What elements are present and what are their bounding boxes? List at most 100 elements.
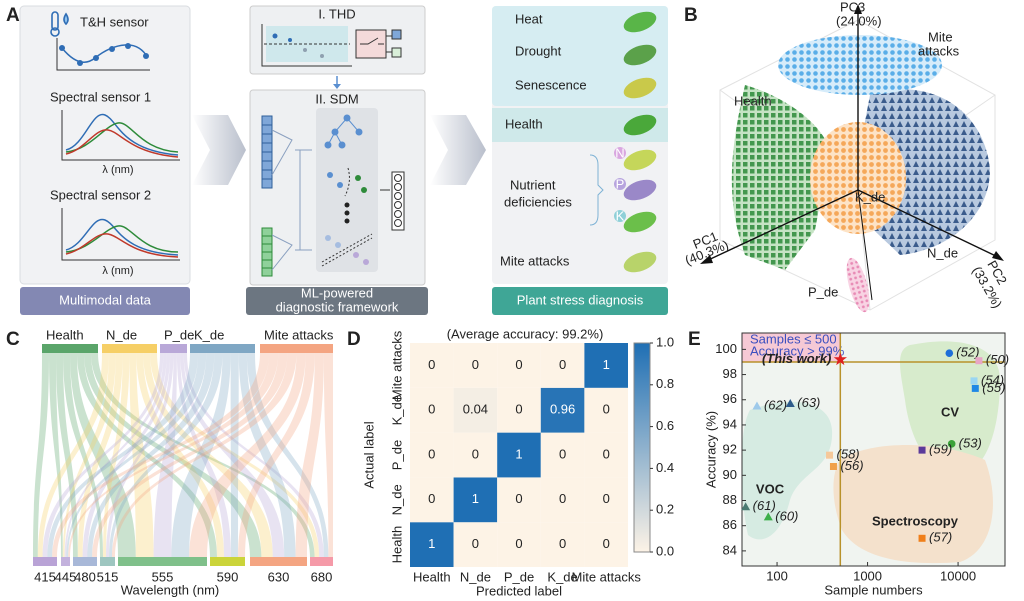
point [947,440,956,448]
stress-label: Drought [515,43,562,58]
colorbar-label: 1.0 [656,334,674,349]
point [829,463,837,471]
flow [62,353,116,557]
p-cluster [846,257,870,313]
panel-label: A [6,5,20,26]
chart-title: (Average accuracy: 99.2%) [447,326,604,341]
wavelength-label: 445 [55,569,77,584]
point [833,352,847,366]
point [971,384,979,392]
switch [360,35,392,53]
flow [171,353,231,557]
cell [497,387,541,433]
annotation: Accuracy > 99% [750,343,845,358]
x-tick-label: Health [413,569,451,584]
cell-label: 0 [428,491,435,506]
cell [453,343,498,388]
axes [61,208,180,261]
bottom-node [100,557,115,566]
sdm-title: II. SDM [315,91,358,106]
flow [64,353,167,557]
x-tick-label: Mite attacks [572,569,642,584]
y-tick-label: Mite attacks [389,330,404,400]
y-tick-label: 100 [715,341,737,356]
flow [153,353,177,557]
flow [77,353,217,557]
point [918,534,926,542]
bottom-node [310,557,333,566]
cell [410,387,454,433]
caption: Multimodal data [59,292,152,307]
nutrient-letter: N [615,145,624,160]
cell-label: 1 [603,357,610,372]
cell [453,387,498,433]
leaves [614,11,657,273]
curve [65,129,179,158]
cluster-label: Mite [928,29,953,44]
sensor-label: T&H sensor [80,14,149,29]
bottom-node [250,557,307,566]
wavelength-label: 415 [34,569,56,584]
stress-section [492,6,668,106]
x-tick-label: 10000 [940,568,976,583]
point-label: (55) [982,380,1005,395]
point-label: (60) [775,508,798,523]
axes [56,38,150,71]
cell [584,522,628,567]
arrow [430,115,486,185]
flow [112,353,297,557]
curve [65,122,179,153]
flow [150,353,320,557]
wavelength-label: 480 [74,569,96,584]
point [945,349,954,357]
wavelength-label: 590 [217,569,239,584]
cell-label: 0 [515,357,522,372]
cell-label: 1 [428,536,435,551]
input-blue [261,115,273,189]
colorbar-label: 0.8 [656,376,674,391]
curve [65,218,179,256]
panel-label: B [684,5,698,26]
panel-label: E [688,329,701,350]
flow [103,353,130,557]
x-axis-label: Wavelength (nm) [121,582,220,597]
flow [129,353,154,557]
cell-label: 0 [472,446,479,461]
point [785,399,795,408]
x-tick-label: N_de [460,569,491,584]
region-label: Spectroscopy [872,513,959,528]
cell [540,522,585,567]
cell [540,432,585,478]
flow [92,353,288,557]
cell [453,522,498,567]
y-tick-label: 84 [723,542,737,557]
y-tick-label: 90 [723,467,737,482]
caption: ML-powered [301,285,373,300]
cell [584,477,628,523]
x-tick-label: 100 [766,568,788,583]
point [975,357,983,365]
y-tick-label: 98 [723,366,737,381]
caption: Plant stress diagnosis [517,292,644,307]
cell [497,343,541,388]
cell [584,343,628,388]
curve [65,113,179,156]
cell [453,477,498,523]
y-tick-label: P_de [389,440,404,470]
bottom-node [73,557,97,566]
flow [106,353,174,557]
bottom-node [118,557,207,566]
wavelength-label: 515 [97,569,119,584]
caption-bar [20,287,190,315]
node-label: K_de [194,327,224,342]
curve [65,233,179,258]
y-tick-label: N_de [389,484,404,515]
cell-label: 0 [515,402,522,417]
cell-label: 0 [428,357,435,372]
cell-label: 0 [559,446,566,461]
point [970,377,978,385]
stress-label: Heat [515,11,543,26]
flow [238,353,296,557]
output-square [391,29,402,40]
